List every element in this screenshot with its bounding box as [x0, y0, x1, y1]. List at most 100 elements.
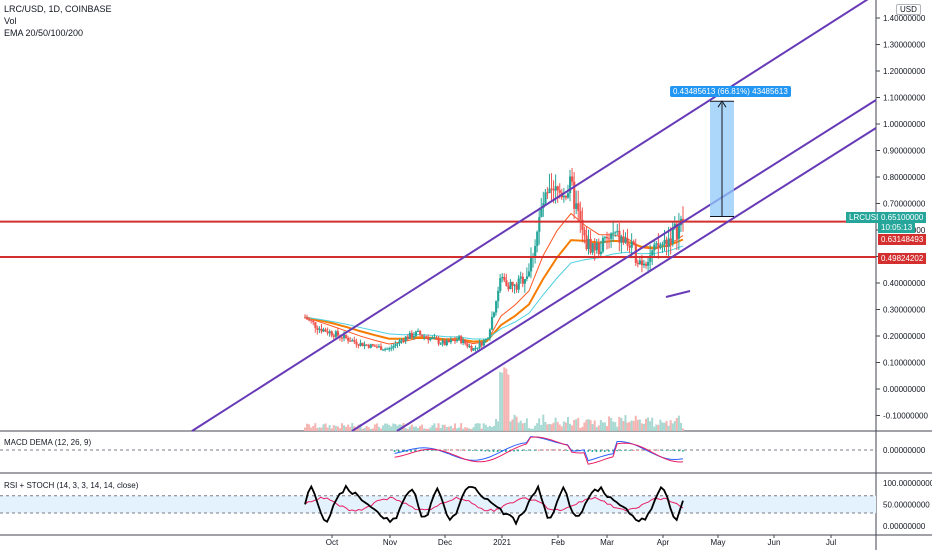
candle-body — [589, 238, 592, 253]
candle-body — [359, 342, 362, 346]
volume-bar — [375, 423, 378, 431]
volume-bar — [612, 421, 615, 431]
price-tick-label: 0.70000000 — [883, 200, 926, 209]
volume-bar — [661, 422, 664, 431]
candle-body — [388, 348, 391, 350]
candle-body — [414, 331, 418, 336]
macd-histogram-bar — [476, 450, 478, 451]
candle-body — [365, 344, 368, 346]
macd-histogram-bar — [521, 450, 524, 451]
last-price-badge: 0.65100000 — [878, 212, 927, 223]
candle-body — [497, 290, 500, 302]
volume-bar — [332, 425, 335, 431]
volume-bar — [423, 428, 426, 431]
volume-bar — [589, 420, 592, 431]
volume-bar — [435, 427, 438, 431]
volume-bar — [431, 425, 434, 431]
candle-body — [548, 188, 551, 194]
price-tick-label: 0.10000000 — [883, 359, 926, 368]
volume-bar — [408, 426, 411, 431]
candle-body — [573, 181, 576, 209]
candle-body — [562, 195, 566, 198]
candle-body — [603, 236, 607, 239]
volume-bar — [398, 424, 401, 431]
candle-body — [669, 238, 672, 244]
macd-histogram-bar — [451, 449, 454, 451]
volume-bar — [550, 424, 553, 431]
candle-body — [412, 335, 416, 338]
time-tick-label: Mar — [600, 538, 614, 547]
candle-body — [622, 236, 625, 243]
volume-bar — [527, 428, 530, 431]
volume-bar — [585, 419, 588, 431]
volume-bar — [363, 428, 366, 431]
candle-body — [605, 236, 609, 239]
volume-bar — [634, 415, 637, 431]
price-tick-label: 1.10000000 — [883, 94, 926, 103]
volume-bar — [421, 424, 424, 431]
candle-body — [406, 336, 409, 339]
volume-bar — [334, 426, 337, 431]
volume-bar — [451, 428, 454, 431]
candle-body — [402, 339, 405, 342]
candle-body — [507, 285, 510, 290]
macd-histogram-bar — [587, 450, 590, 452]
candle-body — [490, 316, 494, 330]
macd-histogram-bar — [463, 449, 466, 451]
macd-panel-label: MACD DEMA (12, 26, 9) — [4, 438, 92, 447]
volume-bar — [651, 417, 654, 431]
volume-bar — [390, 426, 393, 431]
candle-body — [634, 243, 637, 263]
volume-bar — [386, 423, 389, 431]
candle-body — [320, 328, 323, 332]
price-tick-label: 1.40000000 — [883, 14, 926, 23]
volume-bar — [636, 419, 639, 431]
macd-histogram-bar — [513, 450, 515, 452]
candle-body — [425, 336, 428, 338]
candle-body — [328, 331, 331, 334]
candle-body — [367, 345, 370, 348]
currency-badge[interactable]: USD — [896, 4, 921, 15]
candle-body — [519, 276, 522, 279]
macd-histogram-bar — [480, 450, 482, 452]
candle-body — [419, 330, 422, 335]
macd-histogram-bar — [393, 450, 396, 452]
candle-body — [626, 238, 629, 246]
macd-histogram-bar — [653, 449, 655, 451]
channel-line — [191, 0, 869, 432]
candle-body — [375, 346, 379, 348]
volume-bar — [380, 428, 383, 431]
volume-bar — [579, 428, 582, 431]
volume-bar — [640, 423, 643, 431]
rsi-line — [304, 496, 684, 513]
price-tick-label: 0.20000000 — [883, 332, 926, 341]
candle-body — [314, 322, 317, 328]
candle-body — [355, 341, 358, 345]
macd-histogram-bar — [591, 450, 594, 452]
candle-body — [534, 246, 537, 257]
volume-bar — [414, 426, 417, 431]
macd-histogram-bar — [550, 449, 552, 451]
candle-body — [675, 223, 679, 239]
candle-body — [653, 244, 656, 251]
candle-body — [585, 235, 588, 250]
candle-body — [369, 344, 372, 348]
candle-body — [499, 278, 502, 291]
candle-body — [318, 328, 321, 330]
volume-bar — [608, 416, 611, 431]
price-tick-label: 0.30000000 — [883, 306, 926, 315]
volume-bar — [509, 421, 512, 431]
candle-body — [433, 337, 436, 339]
candle-body — [439, 343, 442, 345]
candle-body — [583, 229, 586, 236]
macd-histogram-bar — [632, 449, 635, 451]
candle-body — [458, 336, 461, 340]
candle-body — [556, 186, 559, 191]
volume-bar — [349, 426, 352, 431]
time-tick-label: Jul — [826, 538, 836, 547]
volume-bar — [538, 418, 541, 431]
macd-histogram-bar — [616, 450, 618, 452]
candle-body — [544, 192, 547, 204]
time-tick-label: 2021 — [493, 538, 511, 547]
volume-bar — [404, 427, 407, 431]
